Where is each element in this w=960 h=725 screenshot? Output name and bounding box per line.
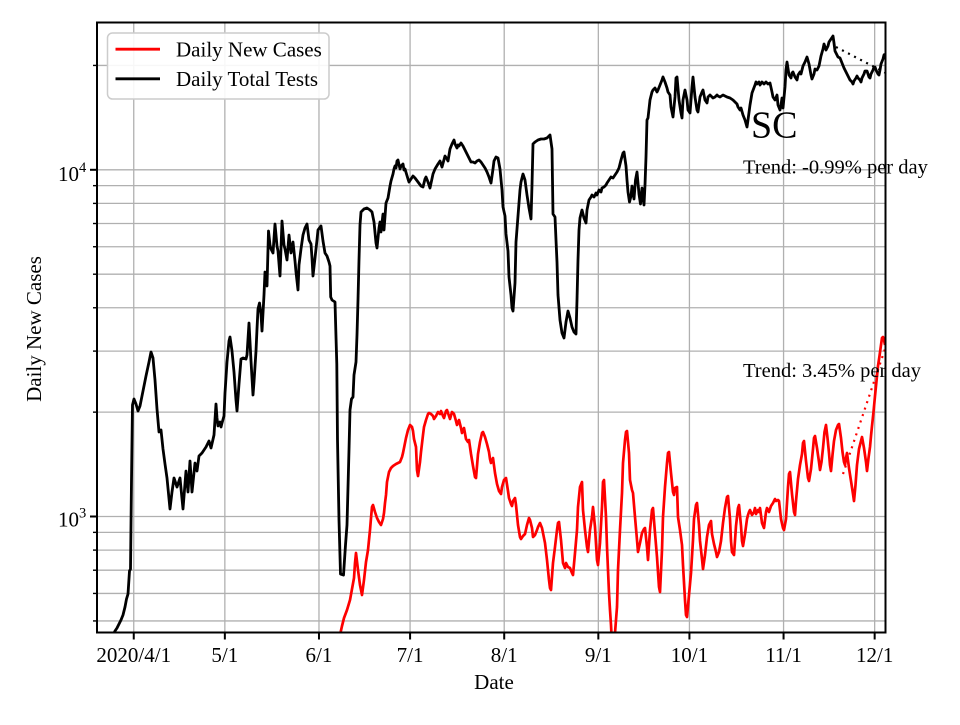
svg-text:10/1: 10/1 [671, 643, 708, 667]
svg-text:11/1: 11/1 [765, 643, 802, 667]
svg-text:Daily New Cases: Daily New Cases [176, 38, 322, 62]
svg-text:Daily Total Tests: Daily Total Tests [176, 67, 318, 91]
svg-text:2020/4/1: 2020/4/1 [96, 643, 171, 667]
svg-text:Trend: -0.99% per day: Trend: -0.99% per day [743, 157, 929, 179]
svg-text:103: 103 [58, 506, 86, 532]
svg-text:6/1: 6/1 [306, 643, 333, 667]
svg-text:9/1: 9/1 [585, 643, 612, 667]
svg-text:12/1: 12/1 [856, 643, 893, 667]
svg-text:Daily New Cases: Daily New Cases [22, 256, 46, 402]
svg-text:Trend: 3.45% per day: Trend: 3.45% per day [743, 360, 922, 382]
svg-text:Date: Date [474, 670, 514, 694]
svg-text:5/1: 5/1 [211, 643, 238, 667]
svg-text:SC: SC [751, 105, 797, 147]
svg-text:8/1: 8/1 [491, 643, 518, 667]
svg-text:7/1: 7/1 [397, 643, 424, 667]
